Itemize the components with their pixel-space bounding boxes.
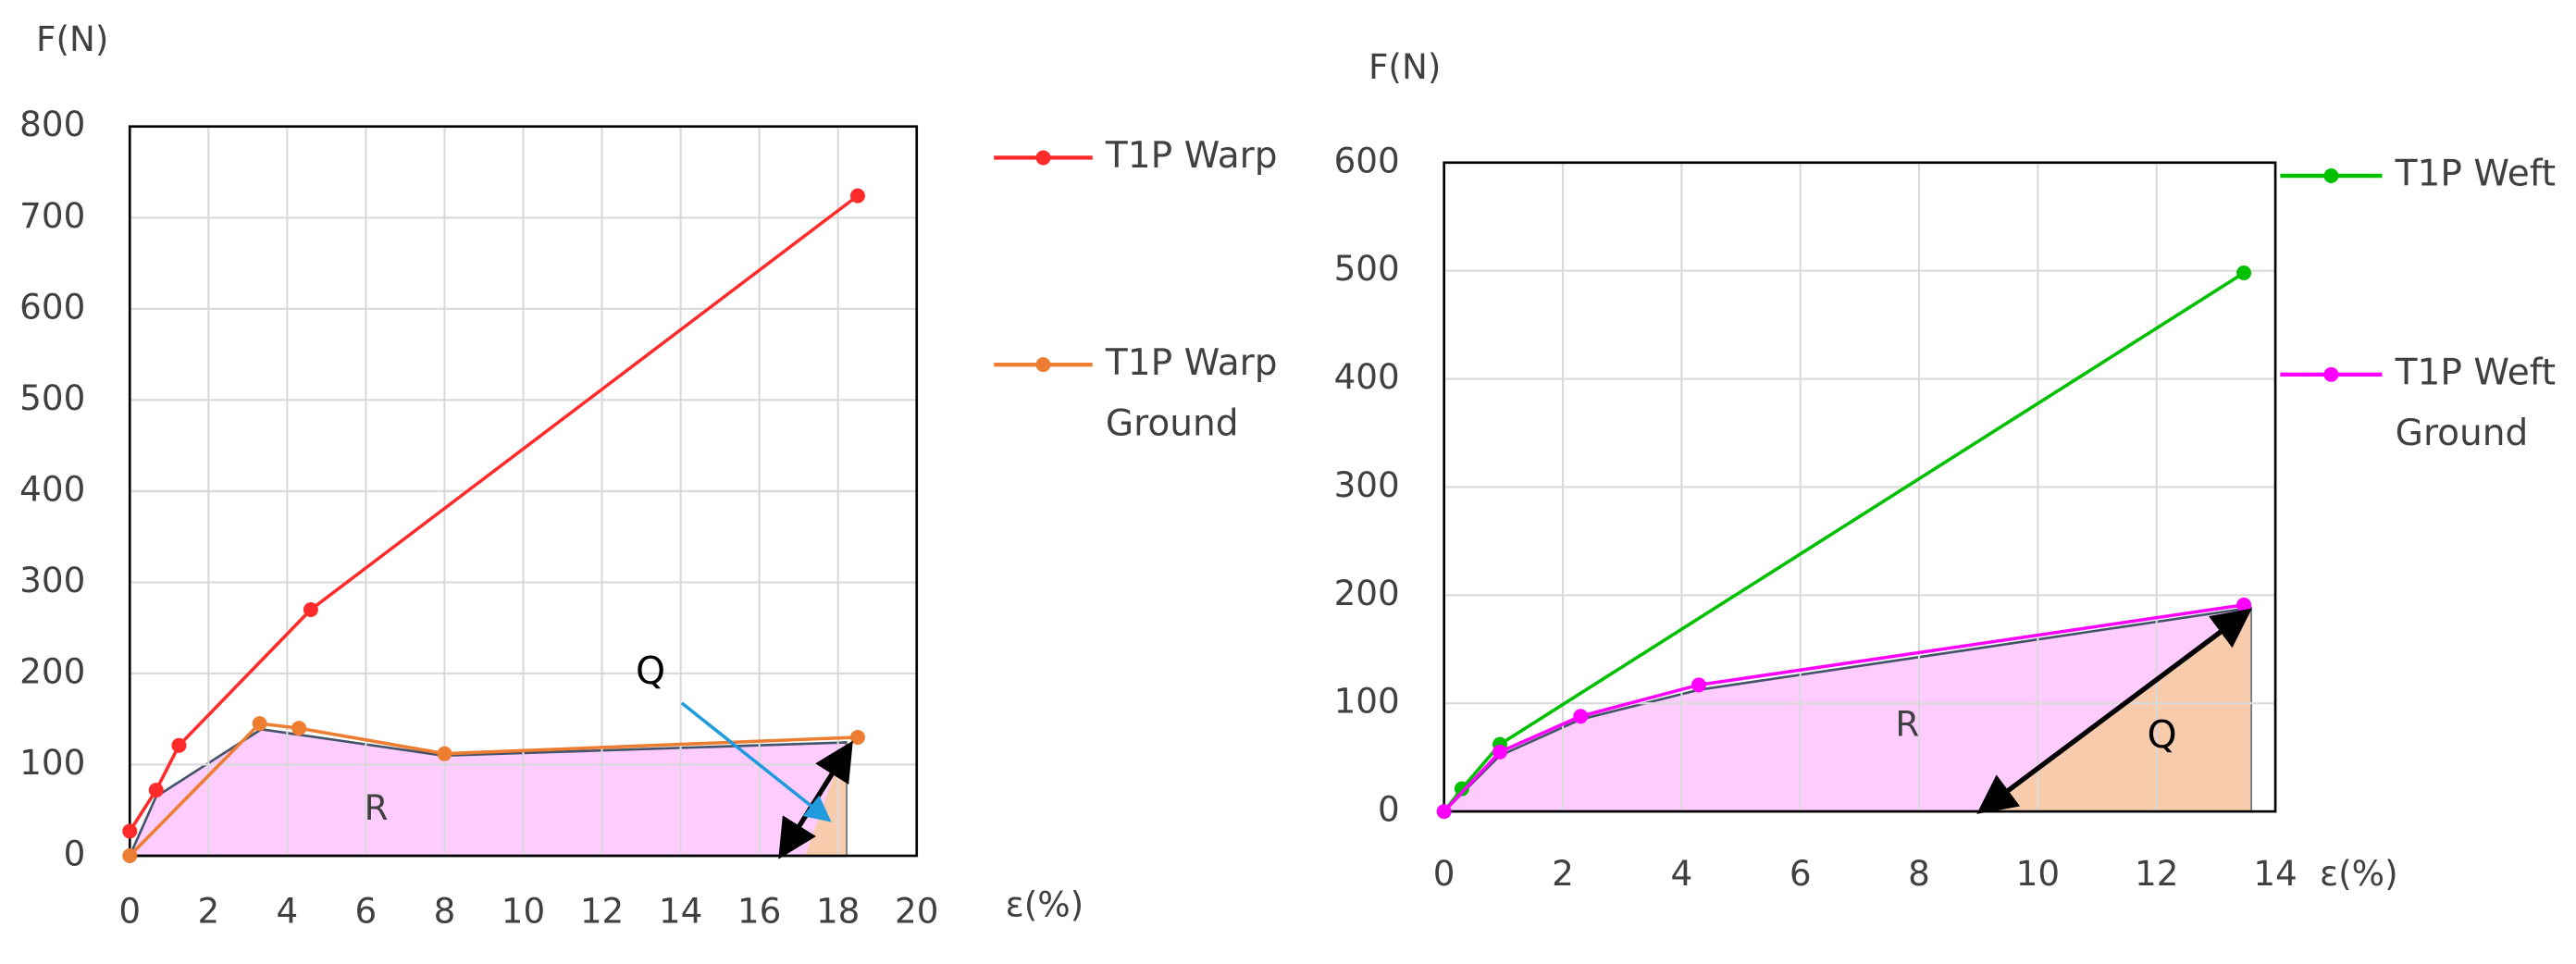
data-point: [849, 188, 865, 204]
legend-marker: [1035, 150, 1051, 166]
x-tick-label: 4: [1670, 853, 1692, 894]
y-tick-label: 600: [19, 286, 85, 327]
data-point: [2236, 597, 2252, 612]
y-tick-label: 500: [19, 377, 85, 418]
y-tick-label: 500: [1334, 248, 1400, 289]
data-point: [1436, 804, 1452, 820]
data-point: [1690, 677, 1706, 693]
x-tick-label: 2: [197, 891, 219, 932]
x-tick-label: 12: [580, 891, 624, 932]
y-tick-label: 100: [19, 742, 85, 783]
q-pointer: [680, 701, 832, 822]
x-tick-label: 10: [502, 891, 545, 932]
data-point: [849, 729, 865, 745]
data-point: [1492, 744, 1507, 760]
y-axis-label: F(N): [36, 19, 108, 59]
y-tick-label: 800: [19, 104, 85, 144]
x-tick-label: 18: [816, 891, 860, 932]
y-tick-label: 300: [19, 560, 85, 600]
legend-marker: [1035, 357, 1051, 373]
x-tick-label: 2: [1552, 853, 1574, 894]
x-tick-label: 8: [434, 891, 456, 932]
x-tick-label: 10: [2016, 853, 2060, 894]
data-point: [148, 783, 164, 798]
annotation-q: Q: [2147, 712, 2176, 757]
data-point: [2236, 266, 2252, 280]
legend-label: T1P Weft Ground: [2395, 352, 2557, 455]
data-point: [1454, 781, 1469, 797]
x-tick-label: 12: [2135, 853, 2178, 894]
y-tick-label: 600: [1334, 140, 1400, 180]
x-tick-label: 20: [895, 891, 938, 932]
x-tick-label: 16: [737, 891, 781, 932]
x-tick-label: 14: [659, 891, 702, 932]
data-point: [122, 823, 138, 839]
y-tick-label: 0: [64, 834, 86, 874]
y-tick-label: 300: [1334, 464, 1400, 505]
y-tick-label: 400: [1334, 356, 1400, 397]
legend-marker: [2323, 366, 2339, 382]
x-tick-label: 0: [118, 891, 141, 932]
x-tick-label: 14: [2253, 853, 2297, 894]
y-tick-label: 200: [19, 650, 85, 691]
x-tick-label: 0: [1433, 853, 1455, 894]
data-point: [122, 848, 138, 864]
annotation-r: R: [1895, 703, 1919, 744]
series-line: [128, 194, 860, 833]
annotation-r: R: [365, 787, 389, 828]
legend-label: T1P Weft: [2395, 154, 2557, 196]
q-arrow: [1976, 608, 2252, 814]
data-point: [171, 737, 187, 753]
y-tick-label: 100: [1334, 681, 1400, 722]
legend-marker: [2323, 167, 2339, 183]
x-tick-label: 6: [1790, 853, 1812, 894]
data-point: [1573, 709, 1589, 724]
y-tick-label: 0: [1378, 789, 1400, 830]
legend-label: T1P Warp: [1105, 136, 1278, 178]
x-tick-label: 6: [355, 891, 378, 932]
y-axis-label: F(N): [1368, 46, 1441, 87]
data-point: [252, 716, 267, 732]
annotation-q: Q: [636, 649, 665, 693]
plot-frame: [128, 125, 919, 858]
data-point: [437, 746, 452, 761]
data-point: [303, 601, 318, 617]
plot-frame: [1443, 161, 2277, 813]
y-tick-label: 200: [1334, 573, 1400, 613]
y-tick-label: 400: [19, 468, 85, 509]
x-tick-label: 8: [1908, 853, 1930, 894]
x-axis-label: ε(%): [1006, 884, 1084, 925]
data-point: [291, 721, 307, 736]
legend-label: T1P Warp Ground: [1105, 343, 1278, 446]
x-axis-label: ε(%): [2320, 853, 2398, 894]
x-tick-label: 4: [276, 891, 298, 932]
y-tick-label: 700: [19, 195, 85, 236]
